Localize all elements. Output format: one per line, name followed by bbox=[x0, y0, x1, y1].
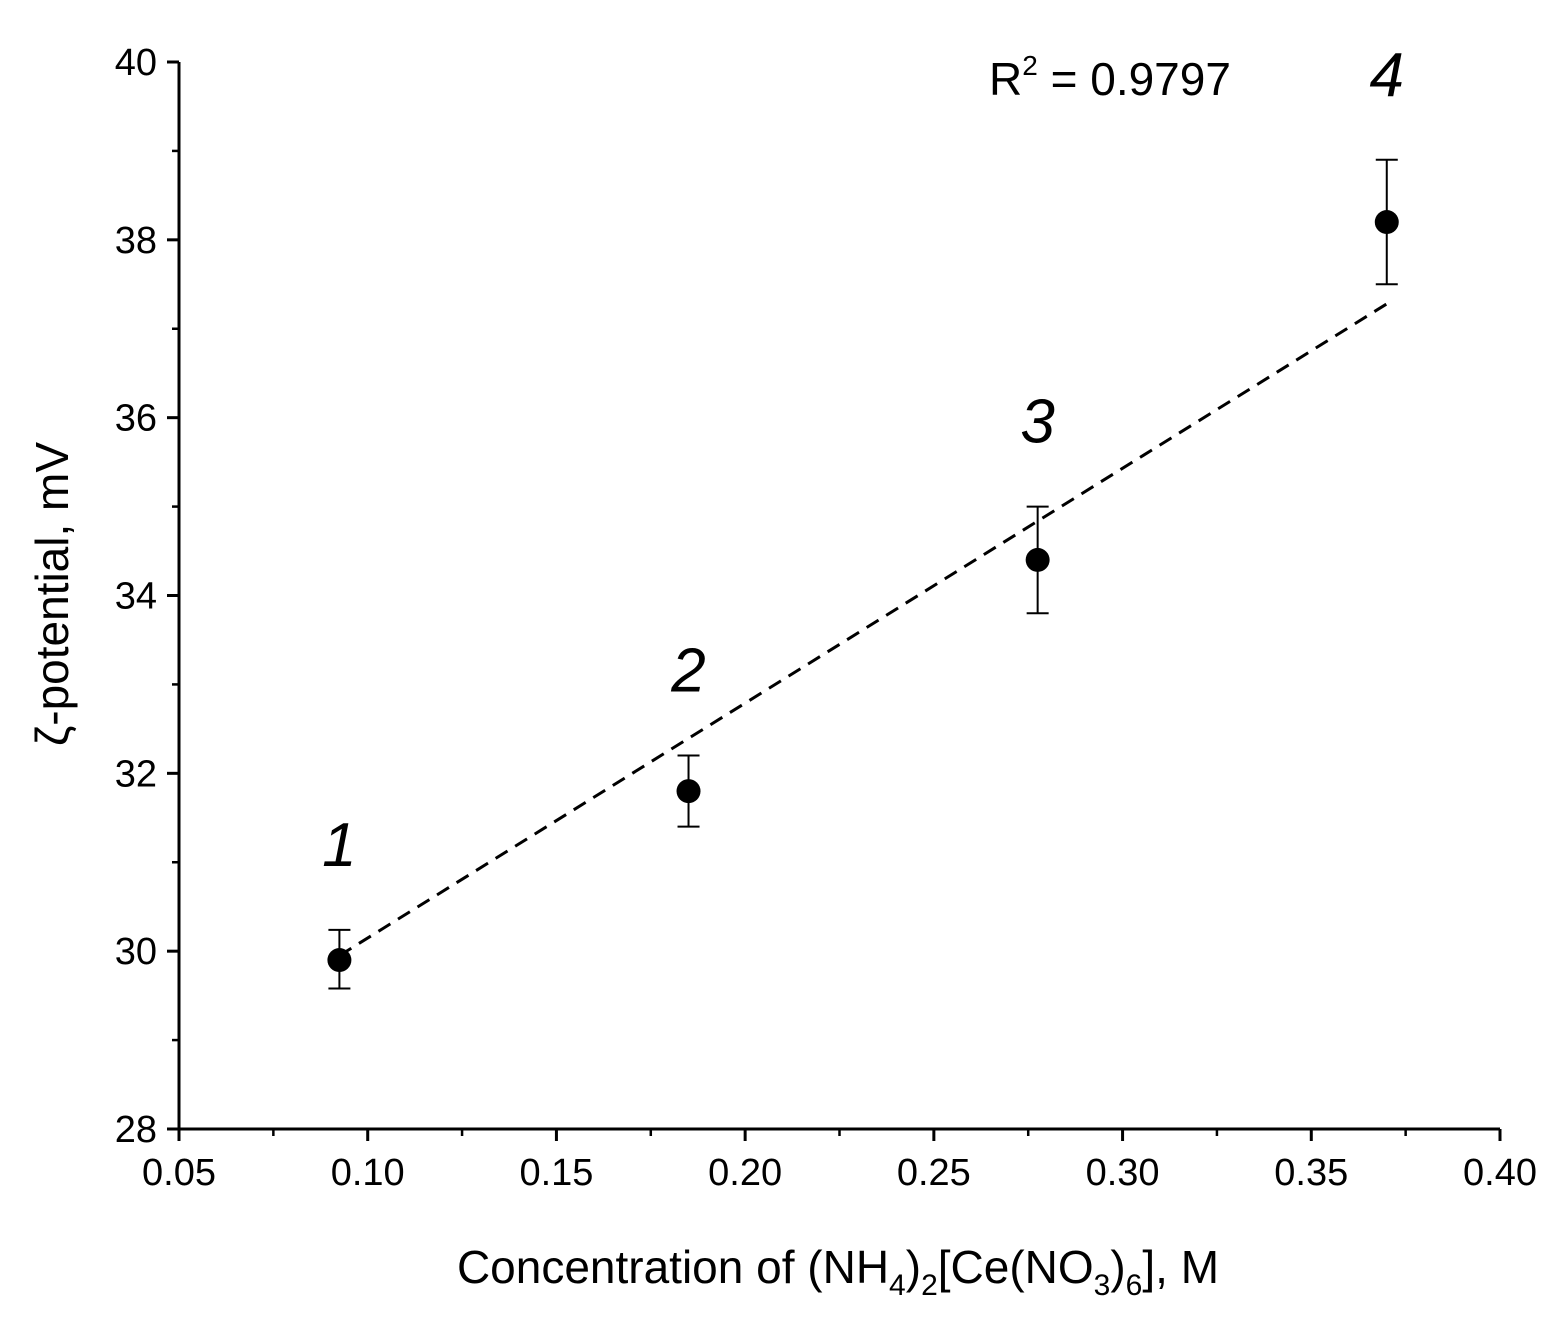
x-tick-label: 0.10 bbox=[331, 1152, 405, 1194]
y-tick-label: 34 bbox=[115, 576, 157, 618]
axes bbox=[177, 62, 1500, 1131]
x-tick-label: 0.20 bbox=[708, 1152, 782, 1194]
x-axis-title: Concentration of (NH4)2[Ce(NO3)6], M bbox=[457, 1241, 1219, 1302]
y-axis-title: ζ-potential, mV bbox=[26, 442, 78, 746]
x-tick-label: 0.15 bbox=[519, 1152, 593, 1194]
ticks: 0.05 0.10 0.15 0.20 0.25 0.30 0.35 0.4028303234… bbox=[115, 42, 1537, 1194]
fit-line-group bbox=[338, 302, 1388, 957]
linear-fit-line bbox=[338, 302, 1388, 957]
x-tick-label: 0.40 bbox=[1463, 1152, 1537, 1194]
data-point bbox=[1025, 547, 1050, 572]
y-tick-label: 32 bbox=[115, 753, 157, 795]
x-tick-label: 0.25 bbox=[897, 1152, 971, 1194]
y-tick-label: 28 bbox=[115, 1109, 157, 1151]
data-point bbox=[1374, 210, 1399, 235]
r-squared-annotation: R2 = 0.9797 bbox=[989, 50, 1231, 105]
y-tick-label: 38 bbox=[115, 220, 157, 262]
y-tick-label: 40 bbox=[115, 42, 157, 84]
data-point bbox=[327, 948, 352, 973]
point-label: 3 bbox=[1020, 388, 1054, 457]
point-label: 2 bbox=[670, 637, 705, 706]
y-tick-label: 30 bbox=[115, 931, 157, 973]
x-tick-label: 0.30 bbox=[1086, 1152, 1160, 1194]
point-label: 4 bbox=[1370, 41, 1404, 110]
y-tick-label: 36 bbox=[115, 398, 157, 440]
data-points: 1 2 3 4 bbox=[322, 41, 1404, 990]
x-tick-label: 0.35 bbox=[1274, 1152, 1348, 1194]
x-tick-label: 0.05 bbox=[142, 1152, 216, 1194]
point-label: 1 bbox=[322, 811, 356, 880]
data-point bbox=[676, 779, 701, 804]
